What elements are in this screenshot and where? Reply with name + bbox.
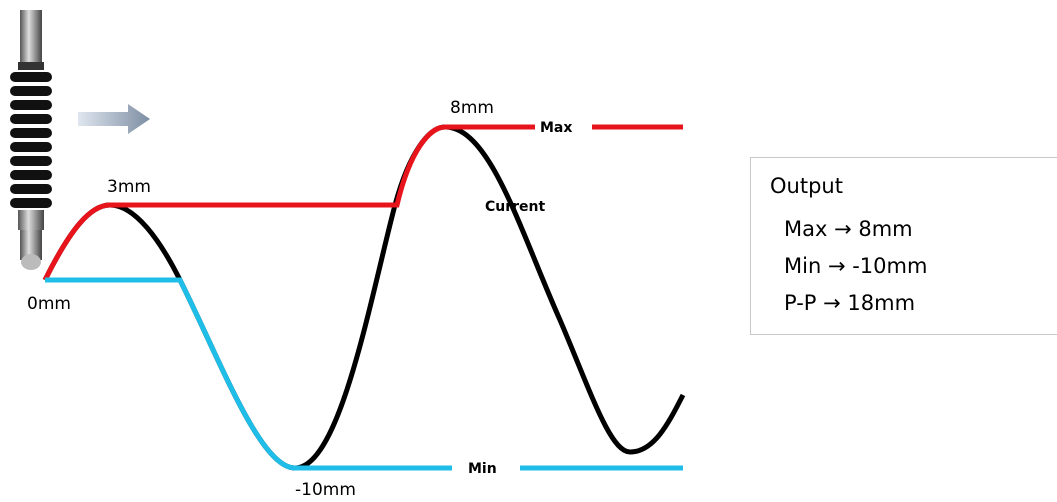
output-line: Min → -10mm [784,254,927,278]
diagram: 8mm 3mm 0mm -10mm Max Min Current Output… [0,0,1057,502]
output-title: Output [770,174,843,198]
min-value-label: -10mm [295,480,356,500]
output-line: P-P → 18mm [784,291,915,315]
min-line [45,280,683,468]
start-value-label: 0mm [27,294,71,314]
probe-icon [10,10,52,270]
max-line [45,127,683,280]
current-label: Current [485,199,546,215]
max-label: Max [540,120,572,136]
move-arrow [78,104,150,134]
max-value-label: 8mm [450,98,494,118]
peak-value-label: 3mm [107,177,151,197]
min-label: Min [468,461,497,477]
output-line: Max → 8mm [784,217,913,241]
